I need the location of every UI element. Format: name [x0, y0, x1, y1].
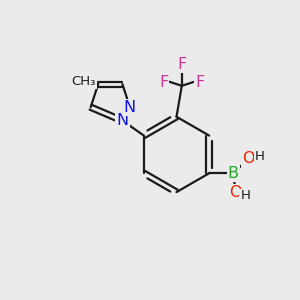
Text: F: F [195, 75, 205, 90]
Text: N: N [117, 113, 129, 128]
Text: H: H [255, 150, 265, 163]
Text: CH₃: CH₃ [71, 75, 96, 88]
Text: O: O [242, 151, 255, 166]
Text: F: F [159, 75, 168, 90]
Text: F: F [177, 56, 186, 71]
Text: O: O [229, 185, 241, 200]
Text: N: N [124, 100, 136, 115]
Text: H: H [240, 189, 250, 203]
Text: B: B [228, 166, 239, 181]
